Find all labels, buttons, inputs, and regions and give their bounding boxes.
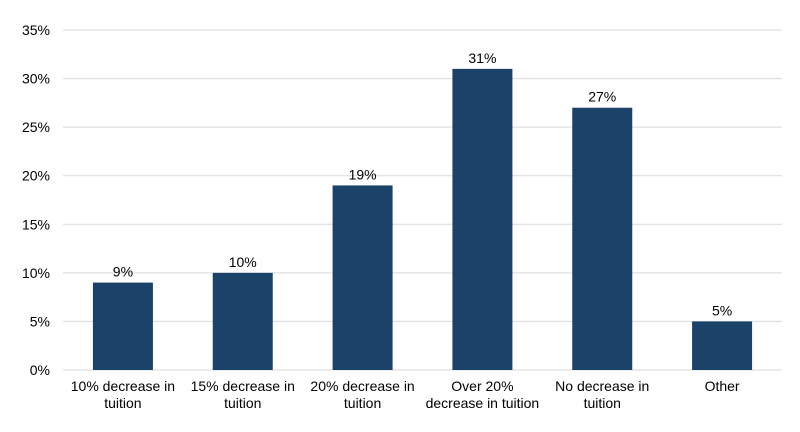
data-label: 10% (229, 254, 257, 270)
y-tick-label: 25% (22, 119, 50, 135)
data-label: 31% (468, 50, 496, 66)
y-tick-label: 15% (22, 216, 50, 232)
y-axis-tick-labels: 0% 5% 10% 15% 20% 25% 30% 35% (22, 22, 50, 378)
data-label: 5% (712, 302, 732, 318)
x-axis-category-labels: 10% decrease in tuition 15% decrease in tui… (71, 378, 740, 411)
category-label: Over 20% decrease in tuition (426, 378, 540, 411)
bar (212, 272, 273, 370)
category-label: Other (705, 378, 740, 394)
bar (332, 185, 393, 370)
bar (572, 107, 633, 370)
gridlines (63, 29, 782, 371)
bars (92, 68, 753, 370)
bar (452, 68, 513, 370)
y-tick-label: 0% (30, 362, 50, 378)
data-label: 19% (349, 166, 377, 182)
category-label: 20% decrease in tuition (310, 378, 414, 411)
category-label: 15% decrease in tuition (191, 378, 295, 411)
bar (692, 321, 753, 370)
data-label: 27% (588, 89, 616, 105)
y-tick-label: 35% (22, 22, 50, 38)
category-label: 10% decrease in tuition (71, 378, 175, 411)
category-label: No decrease in tuition (555, 378, 649, 411)
y-tick-label: 5% (30, 313, 50, 329)
data-labels: 9% 10% 19% 31% 27% 5% (113, 50, 732, 319)
bar (92, 282, 153, 370)
y-tick-label: 10% (22, 265, 50, 281)
y-tick-label: 30% (22, 71, 50, 87)
data-label: 9% (113, 264, 133, 280)
y-tick-label: 20% (22, 168, 50, 184)
